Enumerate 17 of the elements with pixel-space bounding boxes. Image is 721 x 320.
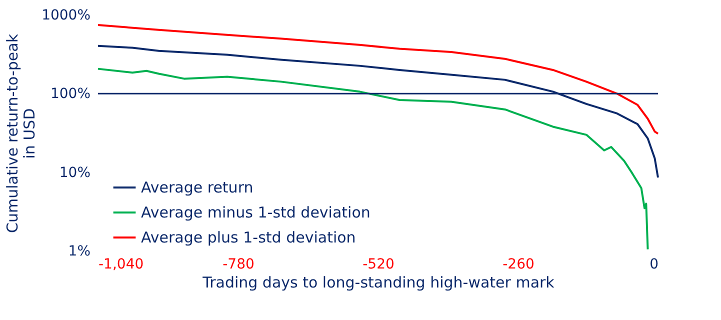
y-tick-label: 1000% bbox=[42, 8, 90, 24]
line-series bbox=[97, 68, 649, 250]
y-tick-label: 1% bbox=[68, 244, 90, 260]
x-tick-label: -520 bbox=[362, 256, 394, 272]
legend-label: Average minus 1-std deviation bbox=[141, 204, 370, 222]
legend-label: Average plus 1-std deviation bbox=[141, 228, 356, 246]
y-tick-label: 10% bbox=[59, 164, 90, 181]
line-series bbox=[97, 44, 659, 178]
x-axis-title: Trading days to long-standing high-water mark bbox=[202, 274, 555, 292]
line-series bbox=[97, 24, 659, 135]
legend-label: Average return bbox=[141, 178, 254, 196]
x-tick-label: -1,040 bbox=[98, 256, 144, 272]
x-tick-label: -260 bbox=[502, 256, 534, 272]
x-tick-label: 0 bbox=[650, 256, 658, 272]
y-tick-label: 100% bbox=[50, 86, 90, 102]
y-axis-title: Cumulative return-to-peak in USD bbox=[4, 34, 39, 234]
x-tick-label: -780 bbox=[222, 256, 254, 272]
